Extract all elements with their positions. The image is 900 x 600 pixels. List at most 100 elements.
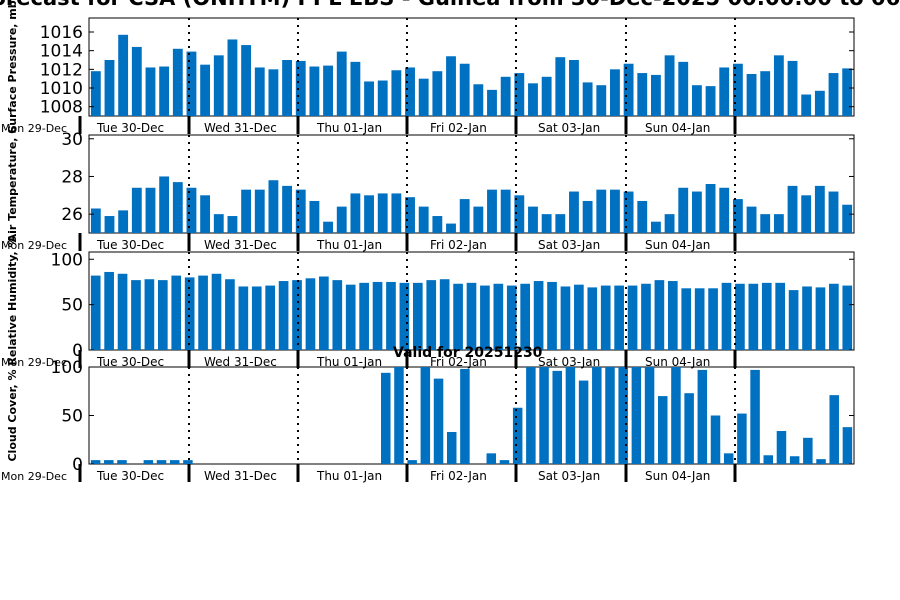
panel-3-bar <box>614 285 624 350</box>
panel-2-bar <box>705 184 716 233</box>
panel-3-bar <box>520 283 531 350</box>
panel-1-bar <box>610 69 620 116</box>
x-day-label: Tue 30-Dec <box>96 355 164 369</box>
panel-3-bar <box>412 282 423 350</box>
panel-1-bar <box>241 45 252 116</box>
panel-1-bar <box>159 66 170 116</box>
panel-1-bar <box>90 71 101 116</box>
panel-3-bar <box>278 281 289 350</box>
panel-2-bar <box>323 221 333 233</box>
panel-2-bar <box>391 193 402 233</box>
panel-4-bar <box>592 367 602 464</box>
y-tick-label: 50 <box>61 407 83 427</box>
panel-3-bar <box>184 277 195 350</box>
panel-3-bar <box>627 285 638 350</box>
panel-1-bar <box>528 83 538 116</box>
panel-3-bar <box>117 273 128 350</box>
x-day-label: Thu 01-Jan <box>316 469 382 483</box>
panel-1-bar <box>500 76 511 116</box>
panel-1-bar <box>254 67 265 116</box>
panel-1-bar <box>828 73 839 116</box>
x-day-label: Thu 01-Jan <box>316 121 382 135</box>
panel-4-bar <box>658 396 668 464</box>
panel-1-bar <box>309 66 320 116</box>
panel-3-bar <box>829 283 839 350</box>
panel-4-bar <box>565 367 576 464</box>
panel-2-bar <box>172 182 183 233</box>
panel-2-frame <box>88 134 855 234</box>
y-tick-label: 0 <box>72 341 83 361</box>
x-day-label: Wed 31-Dec <box>204 355 277 369</box>
panel-2-bar <box>405 197 415 233</box>
panel-4-bar <box>420 367 431 464</box>
panel-2-bar <box>760 214 771 233</box>
panel-1-bar <box>145 67 156 116</box>
panel-2-bar <box>336 206 347 233</box>
x-day-label: Wed 31-Dec <box>204 121 277 135</box>
panel-3-bar <box>386 281 396 350</box>
panel-1-bar <box>705 86 716 116</box>
panel-3-bar <box>131 280 141 350</box>
panel-2-bar <box>732 199 743 233</box>
y-tick-label: 1014 <box>40 42 83 62</box>
panel-2-bar <box>145 187 156 233</box>
x-day-label: Tue 30-Dec <box>96 238 164 252</box>
panel-1-bar <box>446 56 456 116</box>
panel-3-bar <box>439 279 450 350</box>
panel-2-bar <box>842 204 853 233</box>
panel-3-bar <box>211 273 222 350</box>
panel-4-bar <box>183 460 193 464</box>
panel-1-bar <box>131 46 142 116</box>
panel-3-bar <box>426 280 437 350</box>
panel-3-bar <box>748 283 759 350</box>
panel-3-bar <box>251 286 262 350</box>
panel-1-bar <box>569 60 579 116</box>
x-first-label: Mon 29-Dec <box>1 122 67 135</box>
panel-4-bar <box>644 367 655 464</box>
panel-3-bar <box>198 275 208 350</box>
panel-1-bar <box>678 61 689 116</box>
x-day-label: Thu 01-Jan <box>316 355 382 369</box>
panel-4-bar <box>789 456 800 464</box>
page-title: Forecast for CSA (ONHTM) PPL EBS - Guine… <box>0 0 900 12</box>
panel-2-bar <box>719 187 730 233</box>
panel-1-bar <box>773 55 784 116</box>
panel-1-bar <box>760 71 771 116</box>
panel-1-bar <box>364 81 374 116</box>
panel-2-bar <box>637 200 648 233</box>
panel-3-bar <box>533 281 544 350</box>
panel-4-bar <box>697 369 708 464</box>
x-day-label: Wed 31-Dec <box>204 238 277 252</box>
panel-2-bar <box>651 221 661 233</box>
x-day-label: Wed 31-Dec <box>204 469 277 483</box>
panel-4-bar <box>618 367 628 464</box>
panel-2-bar <box>90 208 101 233</box>
panel-4-bar <box>512 407 523 464</box>
panel-2-bar <box>623 191 634 233</box>
y-tick-label: 100 <box>51 358 83 378</box>
valid-date-note: Valid for 20251230 <box>393 345 543 361</box>
panel-4-bar <box>143 460 154 464</box>
panel-2-bar <box>432 216 443 233</box>
panel-3-bar <box>761 282 772 350</box>
panel-1-bar <box>719 67 730 116</box>
panel-2-bar <box>555 214 566 233</box>
panel-1-bar <box>623 63 634 116</box>
panel-2-bar <box>582 200 593 233</box>
panel-4-bar <box>605 367 615 464</box>
panel-4-bar <box>117 460 127 464</box>
panel-4-bar <box>631 367 642 464</box>
panel-1-bar <box>801 94 812 116</box>
panel-2-bar <box>541 214 552 233</box>
panel-1-ylabel: Surface Pressure, mb <box>6 0 19 133</box>
x-day-label: Fri 02-Jan <box>430 355 487 369</box>
x-first-label: Mon 29-Dec <box>1 356 67 369</box>
panel-4-bar <box>446 431 457 464</box>
panel-2-bar <box>364 195 374 233</box>
panel-2-bar <box>131 187 142 233</box>
panel-1-bar <box>459 63 470 116</box>
panel-3-bar <box>506 285 517 350</box>
panel-1-bar <box>118 34 129 116</box>
panel-4-bar <box>710 415 721 464</box>
y-tick-label: 30 <box>61 130 83 150</box>
